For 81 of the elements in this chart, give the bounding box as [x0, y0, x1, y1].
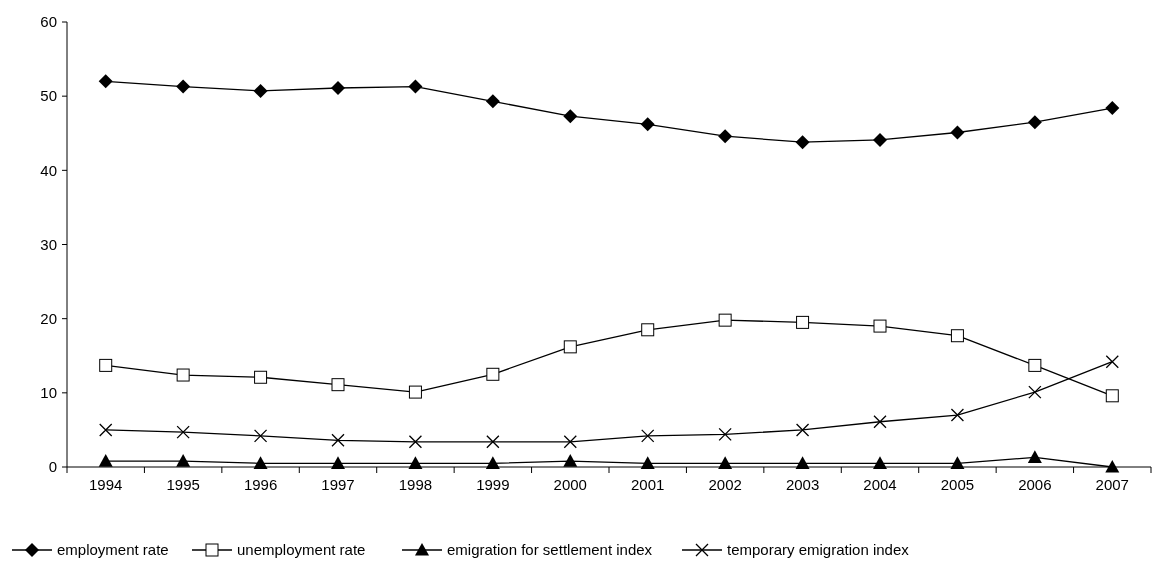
point [176, 79, 191, 94]
point [873, 456, 887, 469]
point [408, 385, 422, 399]
x-tick-label: 2007 [1095, 476, 1129, 493]
x-tick-label: 2006 [1018, 476, 1052, 493]
point [99, 358, 113, 372]
point [331, 378, 345, 392]
x-tick-label: 1995 [166, 476, 200, 493]
x-tick-label: 2002 [708, 476, 742, 493]
point [718, 313, 732, 327]
point [563, 109, 578, 124]
legend-label: temporary emigration index [727, 541, 910, 559]
y-tick-label: 20 [40, 309, 57, 327]
point [98, 454, 113, 467]
point [485, 456, 500, 469]
legend-label: emigration for settlement index [447, 541, 653, 559]
x-tick-label: 1996 [243, 476, 278, 493]
legend-label: employment rate [57, 541, 169, 559]
point [641, 323, 655, 337]
point [873, 319, 887, 333]
point [408, 79, 423, 94]
point [1028, 385, 1042, 399]
point [99, 423, 113, 437]
y-tick-label: 60 [40, 13, 57, 31]
point [718, 129, 733, 144]
point [254, 370, 268, 384]
x-tick-label: 2003 [785, 476, 820, 493]
point [1027, 115, 1042, 130]
y-tick-label: 0 [48, 458, 57, 476]
point [563, 435, 577, 449]
point [950, 329, 964, 343]
point [486, 367, 500, 381]
legend-label: unemployment rate [237, 541, 366, 559]
point [1027, 450, 1042, 463]
point [796, 315, 810, 329]
point [873, 132, 887, 147]
y-tick-label: 40 [40, 161, 57, 179]
x-tick-label: 2005 [940, 476, 975, 493]
point [485, 94, 500, 109]
point [176, 425, 190, 439]
point [640, 456, 655, 469]
point [563, 340, 577, 354]
point [1028, 358, 1042, 372]
point [640, 117, 655, 132]
point [176, 368, 190, 382]
point [873, 415, 887, 429]
point [331, 433, 345, 447]
point [408, 456, 423, 469]
point [408, 435, 423, 449]
point [718, 427, 732, 442]
y-tick-label: 10 [40, 384, 57, 402]
point [253, 83, 268, 98]
point [795, 135, 810, 150]
point [253, 429, 268, 443]
point [1105, 389, 1119, 403]
point [1105, 355, 1119, 369]
point [950, 408, 965, 422]
x-tick-label: 1998 [398, 476, 433, 493]
point [950, 125, 965, 140]
point [641, 429, 655, 443]
point [1105, 101, 1120, 116]
point [98, 74, 113, 89]
y-tick-label: 30 [40, 235, 57, 253]
point [795, 456, 810, 469]
x-tick-label: 1994 [89, 476, 123, 493]
x-tick-label: 2001 [631, 476, 665, 493]
x-tick-label: 2000 [553, 476, 587, 493]
point [1105, 460, 1120, 473]
point [331, 81, 345, 96]
point [253, 456, 268, 469]
point [795, 423, 810, 437]
point [950, 456, 965, 469]
point [486, 435, 500, 449]
x-tick-label: 1999 [476, 476, 510, 493]
point [563, 454, 578, 467]
x-tick-label: 2004 [863, 476, 897, 493]
y-tick-label: 50 [40, 87, 57, 105]
point [331, 456, 345, 469]
x-tick-label: 1997 [321, 476, 355, 493]
point [176, 454, 191, 467]
point [718, 456, 733, 469]
